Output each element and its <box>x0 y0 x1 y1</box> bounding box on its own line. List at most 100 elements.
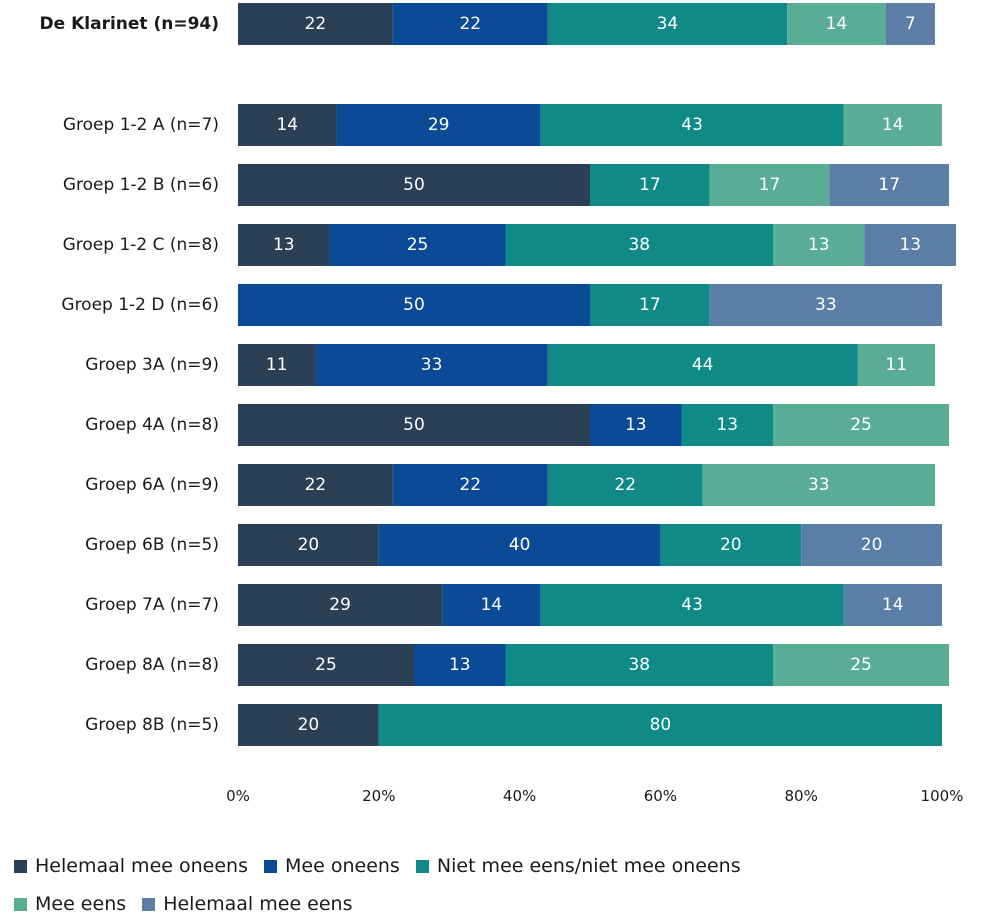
bar-segment <box>864 224 957 266</box>
data-label: 43 <box>681 595 703 615</box>
data-label: 43 <box>681 115 703 135</box>
legend-label: Niet mee eens/niet mee oneens <box>436 855 741 877</box>
bar-segment <box>660 524 802 566</box>
bar-segment <box>505 224 774 266</box>
legend-swatch <box>264 860 278 873</box>
legend-label: Mee eens <box>35 893 127 915</box>
bar-segment <box>843 104 942 146</box>
bar-segment <box>238 404 590 446</box>
bar-segment <box>238 344 316 386</box>
data-label: 20 <box>720 535 742 555</box>
data-label: 25 <box>850 655 872 675</box>
data-label: 40 <box>509 535 531 555</box>
bar-segment <box>238 104 337 146</box>
x-tick-label: 0% <box>226 787 250 805</box>
legend-label: Helemaal mee oneens <box>35 855 248 877</box>
bar-segment <box>547 464 703 506</box>
bar-segment <box>392 3 548 45</box>
data-label: 17 <box>878 175 900 195</box>
data-label: 38 <box>628 655 650 675</box>
data-label: 20 <box>861 535 883 555</box>
data-label: 25 <box>850 415 872 435</box>
legend-swatch <box>142 898 156 911</box>
data-label: 38 <box>628 235 650 255</box>
x-tick-label: 40% <box>503 787 536 805</box>
category-label: Groep 1-2 A (n=7) <box>63 115 219 135</box>
bar-segment <box>885 3 935 45</box>
data-label: 17 <box>639 175 661 195</box>
data-label: 13 <box>716 415 738 435</box>
bar-segment <box>590 284 710 326</box>
legend-swatch <box>415 860 429 873</box>
category-label: Groep 3A (n=9) <box>85 355 219 375</box>
data-label: 13 <box>899 235 921 255</box>
bar-segment <box>238 284 590 326</box>
data-label: 25 <box>315 655 337 675</box>
bar-segment <box>540 584 844 626</box>
bar-segment <box>702 464 935 506</box>
data-label: 11 <box>885 355 907 375</box>
data-label: 14 <box>882 595 904 615</box>
stacked-bar-chart: De Klarinet (n=94) 22 22 34 14 7 Groep 1-2 A (… <box>40 3 964 805</box>
data-label: 13 <box>449 655 471 675</box>
bar-segment <box>238 584 443 626</box>
data-label: 50 <box>403 295 425 315</box>
data-label: 17 <box>639 295 661 315</box>
x-tick-label: 20% <box>362 787 395 805</box>
legend-swatch <box>14 898 27 911</box>
bar-segment <box>540 104 844 146</box>
bar-segment <box>238 164 590 206</box>
legend: Helemaal mee oneens Mee oneens Niet mee … <box>14 848 974 924</box>
category-label: Groep 1-2 D (n=6) <box>61 295 219 315</box>
data-label: 33 <box>815 295 837 315</box>
data-label: 29 <box>428 115 450 135</box>
legend-item: Helemaal mee eens <box>142 886 353 923</box>
data-label: 17 <box>759 175 781 195</box>
data-label: 7 <box>905 14 916 34</box>
legend-label: Helemaal mee eens <box>163 893 353 915</box>
bar-segment <box>336 104 541 146</box>
category-label: Groep 7A (n=7) <box>85 595 219 615</box>
bar-segment <box>238 524 379 566</box>
category-label: Groep 4A (n=8) <box>85 415 219 435</box>
bar-segment <box>829 164 950 206</box>
bar-segment <box>238 464 393 506</box>
data-label: 50 <box>403 175 425 195</box>
bar-segment <box>773 404 950 446</box>
x-tick-label: 80% <box>785 787 818 805</box>
bar-segment <box>329 224 506 266</box>
bar-segment <box>590 164 710 206</box>
data-label: 20 <box>298 715 320 735</box>
category-label: Groep 8A (n=8) <box>85 655 219 675</box>
bar-segment <box>238 704 379 746</box>
data-label: 13 <box>273 235 295 255</box>
data-label: 50 <box>403 415 425 435</box>
data-label: 33 <box>808 475 830 495</box>
data-label: 11 <box>266 355 288 375</box>
category-label: Groep 1-2 C (n=8) <box>63 235 219 255</box>
data-label: 14 <box>882 115 904 135</box>
category-label: Groep 6B (n=5) <box>85 535 219 555</box>
bar-segment <box>315 344 548 386</box>
data-label: 44 <box>692 355 714 375</box>
legend-item: Niet mee eens/niet mee oneens <box>415 848 741 885</box>
data-label: 14 <box>481 595 503 615</box>
legend-item: Mee oneens <box>264 848 400 885</box>
category-label: De Klarinet (n=94) <box>40 14 219 34</box>
data-label: 80 <box>650 715 672 735</box>
bar-segment <box>681 404 774 446</box>
bar-segment <box>238 3 393 45</box>
bar-segment <box>787 3 886 45</box>
bar-segment <box>378 704 942 746</box>
data-label: 22 <box>614 475 636 495</box>
data-label: 22 <box>305 14 327 34</box>
bar-segment <box>378 524 661 566</box>
category-label: Groep 1-2 B (n=6) <box>63 175 219 195</box>
legend-item: Helemaal mee oneens <box>14 848 248 885</box>
x-tick-label: 100% <box>921 787 964 805</box>
legend-swatch <box>14 860 27 873</box>
bar-segment <box>773 224 865 266</box>
bar-segment <box>801 524 942 566</box>
data-label: 14 <box>826 14 848 34</box>
legend-item: Mee eens <box>14 886 126 923</box>
